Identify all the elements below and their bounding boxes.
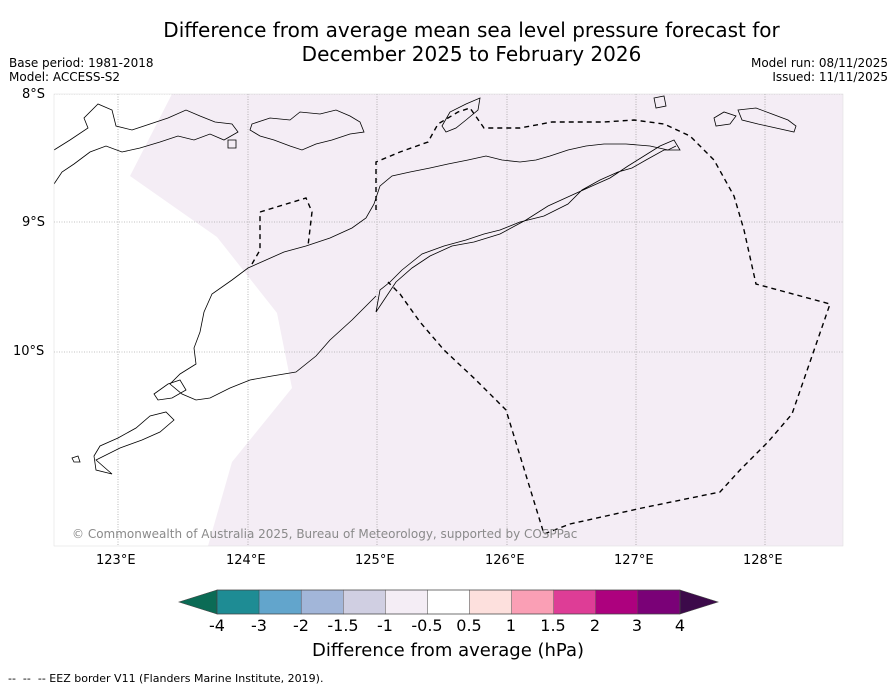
issued-label: Issued: 11/11/2025	[772, 70, 888, 84]
graticule	[54, 94, 843, 546]
lon-label-123e: 123°E	[96, 553, 136, 568]
lon-label-126e: 126°E	[485, 553, 525, 568]
colorbar-tick-label: -2	[293, 616, 309, 635]
alor-islet	[227, 139, 237, 149]
colorbar-segment	[469, 589, 512, 615]
lat-label-8s: 8°S	[22, 87, 46, 102]
colorbar-title: Difference from average (hPa)	[311, 640, 585, 661]
colorbar-over-triangle	[679, 589, 719, 615]
lat-label-10s: 10°S	[13, 344, 45, 359]
eez-legend-note: -- -- -- EEZ border V11 (Flanders Marine…	[8, 672, 324, 685]
pressure-anomaly-region	[130, 94, 843, 546]
alor-coastline	[249, 109, 365, 151]
copyright-text: © Commonwealth of Australia 2025, Bureau…	[72, 527, 578, 541]
sawu-coastline	[71, 411, 175, 475]
colorbar-segment	[595, 589, 639, 615]
colorbar-tick-label: 1	[505, 616, 517, 635]
model-run-label: Model run: 08/11/2025	[750, 56, 888, 70]
rote-coastline	[153, 379, 187, 401]
timor-west-coastline	[169, 143, 677, 401]
colorbar-tick-label: -1	[377, 616, 393, 635]
flores-coastline	[54, 103, 239, 185]
colorbar-segment	[511, 589, 554, 615]
north-islet-1	[653, 95, 667, 109]
eez-border	[251, 107, 831, 535]
colorbar-tick-label: -0.5	[411, 616, 443, 635]
north-islet-3	[737, 107, 797, 133]
lat-label-9s: 9°S	[22, 215, 46, 230]
colorbar-segment	[553, 589, 597, 615]
colorbar-tick-label: 4	[674, 616, 686, 635]
colorbar-segment	[258, 589, 302, 615]
base-period-label: Base period: 1981-2018	[9, 56, 154, 70]
colorbar-segment	[216, 589, 260, 615]
lon-label-128e: 128°E	[743, 553, 783, 568]
colorbar-tick-label: 3	[631, 616, 643, 635]
colorbar-tick-label: 2	[589, 616, 601, 635]
colorbar-segment	[343, 589, 386, 615]
map-title: Difference from average mean sea level p…	[163, 18, 780, 66]
colorbar-tick-label: 1.5	[540, 616, 566, 635]
north-islet-2	[713, 111, 737, 127]
colorbar-tick-label: -1.5	[327, 616, 359, 635]
colorbar-under-triangle	[178, 589, 218, 615]
timor-north-coastline	[375, 139, 681, 313]
colorbar-tick-label: -4	[209, 616, 225, 635]
colorbar-segment	[385, 589, 428, 615]
colorbar-segment	[300, 589, 344, 615]
wetar-coastline	[441, 97, 481, 133]
lon-label-127e: 127°E	[614, 553, 654, 568]
lon-label-124e: 124°E	[226, 553, 266, 568]
model-label: Model: ACCESS-S2	[9, 70, 121, 84]
colorbar-tick-label: -3	[251, 616, 267, 635]
colorbar-segment	[637, 589, 681, 615]
colorbar-tick-label: 0.5	[456, 616, 482, 635]
colorbar-segment	[427, 589, 470, 615]
lon-label-125e: 125°E	[355, 553, 395, 568]
